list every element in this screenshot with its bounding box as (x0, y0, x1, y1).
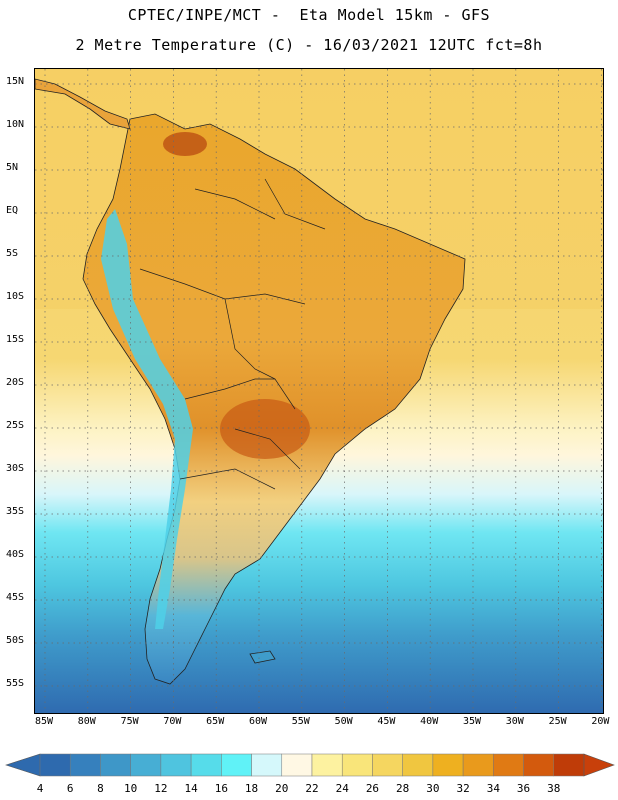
colorbar-swatch (39, 753, 71, 777)
colorbar-swatch (311, 753, 343, 777)
colorbar-swatch (100, 753, 131, 777)
lat-label: 40S (6, 549, 25, 560)
lat-label: 45S (6, 592, 25, 603)
colorbar-tick-label: 24 (335, 782, 349, 795)
colorbar-tick-label: 16 (214, 782, 228, 795)
colorbar-swatch (160, 753, 192, 777)
lat-label: 35S (6, 506, 25, 517)
colorbar-tick-label: 38 (547, 782, 561, 795)
colorbar-swatch (130, 753, 162, 777)
colorbar-swatch (372, 753, 403, 777)
andes-cold-band (101, 209, 193, 629)
lat-label: 55S (6, 678, 25, 689)
lat-label: 5S (6, 248, 19, 259)
colorbar-swatch (432, 753, 464, 777)
lat-label: EQ (6, 205, 19, 216)
lat-label: 15N (6, 76, 25, 87)
lat-label: 30S (6, 463, 25, 474)
colorbar-swatch (493, 753, 524, 777)
colorbar-tick-label: 36 (516, 782, 531, 795)
lon-label: 45W (377, 716, 396, 727)
colorbar-low-arrow (5, 753, 41, 777)
lon-label: 40W (420, 716, 439, 727)
lon-label: 85W (34, 716, 54, 727)
colorbar-swatch (553, 753, 585, 777)
colorbar-swatch (523, 753, 555, 777)
colorbar-high-arrow (583, 753, 615, 777)
colorbar-tick-label: 30 (426, 782, 440, 795)
colorbar-swatch (190, 753, 222, 777)
hot-core-north (163, 132, 207, 156)
colorbar-tick-label: 10 (124, 782, 138, 795)
lon-label: 70W (163, 716, 182, 727)
temperature-map[interactable] (34, 68, 604, 714)
lon-label: 50W (334, 716, 353, 727)
graticule (35, 69, 603, 713)
colorbar-swatch (341, 753, 373, 777)
lon-label: 30W (505, 716, 524, 727)
lon-label: 60W (248, 716, 268, 727)
lat-label: 10S (6, 291, 25, 302)
colorbar-swatch (402, 753, 434, 777)
central-america-land (35, 78, 131, 130)
lon-label: 20W (591, 716, 610, 727)
colorbar-tick-label: 32 (456, 782, 470, 795)
falklands-land (249, 650, 276, 664)
lon-label: 65W (206, 716, 225, 727)
colorbar-tick-label: 18 (244, 782, 259, 795)
lon-label: 80W (77, 716, 96, 727)
colorbar-tick-label: 8 (97, 782, 104, 795)
hot-core-south (220, 399, 310, 459)
colorbar (5, 753, 615, 777)
lat-label: 50S (6, 635, 25, 646)
colorbar-swatch (281, 753, 313, 777)
lat-label: 20S (6, 377, 25, 388)
colorbar-tick-label: 12 (154, 782, 168, 795)
lat-label: 10N (6, 119, 25, 130)
lon-label: 75W (120, 716, 139, 727)
country-borders (139, 178, 326, 490)
chart-subtitle: 2 Metre Temperature (C) - 16/03/2021 12U… (75, 36, 543, 54)
lon-label: 35W (462, 716, 482, 727)
lon-label: 55W (291, 716, 310, 727)
colorbar-tick-label: 26 (365, 782, 380, 795)
colorbar-swatch (251, 753, 283, 777)
lat-label: 25S (6, 420, 25, 431)
chart-title: CPTEC/INPE/MCT - Eta Model 15km - GFS (127, 6, 491, 24)
colorbar-swatch (221, 753, 252, 777)
map-canvas (35, 69, 603, 713)
colorbar-tick-label: 4 (36, 782, 44, 795)
colorbar-tick-label: 22 (305, 782, 319, 795)
lon-label: 25W (548, 716, 567, 727)
colorbar-swatch (69, 753, 101, 777)
colorbar-tick-label: 20 (275, 782, 289, 795)
lat-label: 15S (6, 334, 25, 345)
colorbar-tick-label: 34 (486, 782, 500, 795)
colorbar-swatch (462, 753, 494, 777)
south-america-land (82, 113, 466, 685)
colorbar-tick-label: 14 (184, 782, 198, 795)
colorbar-tick-label: 6 (66, 782, 74, 795)
lat-label: 5N (6, 162, 19, 173)
colorbar-tick-label: 28 (396, 782, 410, 795)
